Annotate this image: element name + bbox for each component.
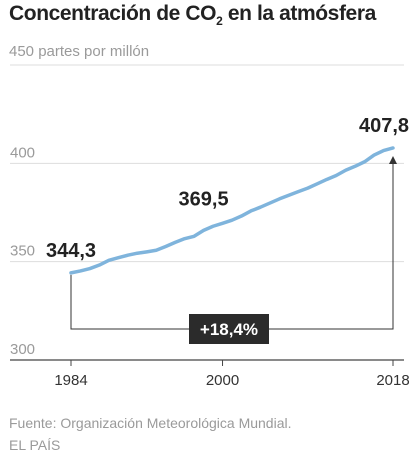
publisher-credit: EL PAÍS	[9, 437, 61, 453]
change-arrowhead	[389, 155, 397, 164]
y-axis-unit-label: 450 partes por millón	[9, 43, 150, 60]
y-tick-label-350: 350	[10, 243, 35, 260]
data-label-1984: 344,3	[46, 240, 96, 262]
y-axis-top-tick-label: 450	[9, 43, 35, 60]
x-tick-label-1984: 1984	[54, 372, 87, 389]
change-badge	[189, 314, 269, 344]
x-tick-label-2018: 2018	[376, 372, 409, 389]
source-note: Fuente: Organización Meteorológica Mundi…	[9, 415, 292, 431]
co2-series-line	[69, 146, 395, 275]
data-label-2000: 369,5	[179, 188, 229, 210]
change-bracket	[70, 161, 394, 330]
y-tick-label-400: 400	[10, 144, 35, 161]
change-badge-label: +18,4%	[200, 320, 258, 339]
data-label-2018: 407,8	[359, 115, 409, 137]
chart-title: Concentración de CO2 en la atmósfera	[9, 2, 376, 29]
y-tick-label-300: 300	[10, 341, 35, 358]
x-tick-label-2000: 2000	[206, 372, 239, 389]
